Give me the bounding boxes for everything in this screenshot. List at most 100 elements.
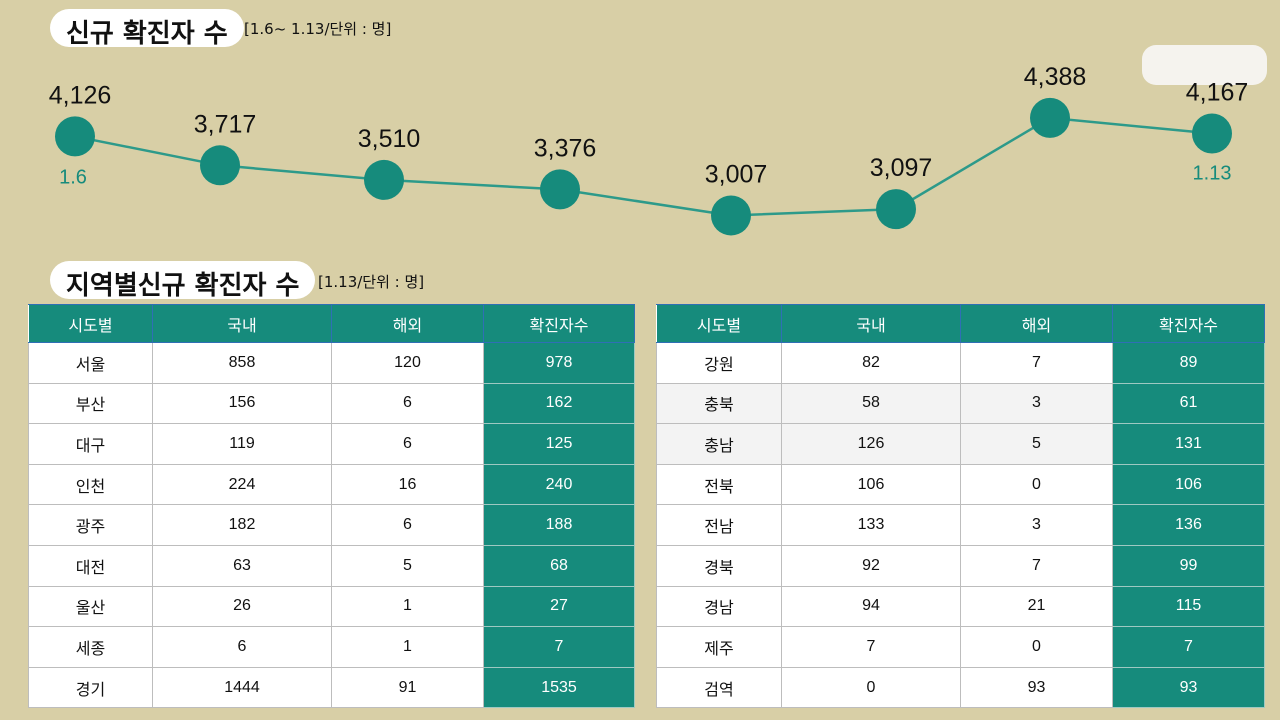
x-tick-label-last: 1.13 bbox=[1193, 163, 1232, 185]
value-cell: 1 bbox=[331, 585, 484, 628]
data-label: 4,167 bbox=[1186, 79, 1249, 107]
value-cell: 858 bbox=[152, 342, 332, 384]
value-cell: 3 bbox=[960, 504, 1113, 546]
total-cell: 1535 bbox=[483, 666, 635, 709]
region-cell: 서울 bbox=[28, 342, 153, 384]
value-cell: 1 bbox=[331, 626, 484, 668]
table-row: 서울 858 120 978 bbox=[28, 342, 635, 384]
value-cell: 6 bbox=[331, 423, 484, 465]
value-cell: 5 bbox=[331, 544, 484, 587]
region-cell: 경북 bbox=[656, 544, 782, 587]
total-cell: 61 bbox=[1112, 382, 1265, 425]
data-point bbox=[711, 195, 751, 236]
table-row: 경북 92 7 99 bbox=[656, 544, 1265, 587]
region-cell: 충북 bbox=[656, 382, 782, 425]
region-cell: 검역 bbox=[656, 666, 782, 709]
region-cell: 울산 bbox=[28, 585, 153, 628]
regional-table-left: 시도별 국내 해외 확진자수 서울 858 120 978 부산 156 6 162 대구 119 6 12… bbox=[28, 304, 635, 709]
table-row: 전남 133 3 136 bbox=[656, 504, 1265, 546]
daily-cases-title: 신규 확진자 수 bbox=[50, 9, 244, 49]
table-row: 울산 26 1 27 bbox=[28, 585, 635, 628]
value-cell: 92 bbox=[781, 544, 961, 587]
region-cell: 경남 bbox=[656, 585, 782, 628]
table-row: 세종 6 1 7 bbox=[28, 626, 635, 668]
daily-cases-line-chart: 4,126 3,717 3,510 3,376 3,007 3,097 4,388 4,167… bbox=[49, 63, 1249, 236]
value-cell: 119 bbox=[152, 423, 332, 465]
data-point bbox=[876, 189, 916, 230]
table-row: 대전 63 5 68 bbox=[28, 544, 635, 587]
table-header-row: 시도별 국내 해외 확진자수 bbox=[656, 304, 1265, 343]
table-row: 부산 156 6 162 bbox=[28, 382, 635, 425]
data-point bbox=[540, 169, 580, 210]
value-cell: 63 bbox=[152, 544, 332, 587]
region-cell: 대구 bbox=[28, 423, 153, 465]
data-label: 3,376 bbox=[534, 134, 597, 162]
data-label: 4,388 bbox=[1024, 63, 1087, 91]
region-cell: 충남 bbox=[656, 423, 782, 465]
region-cell: 전남 bbox=[656, 504, 782, 546]
value-cell: 26 bbox=[152, 585, 332, 628]
total-cell: 188 bbox=[483, 504, 635, 546]
table-row: 충남 126 5 131 bbox=[656, 423, 1265, 465]
region-cell: 광주 bbox=[28, 504, 153, 546]
data-label: 3,007 bbox=[705, 160, 768, 188]
table-row: 전북 106 0 106 bbox=[656, 463, 1265, 506]
total-cell: 7 bbox=[1112, 626, 1265, 668]
value-cell: 91 bbox=[331, 666, 484, 709]
total-cell: 115 bbox=[1112, 585, 1265, 628]
total-cell: 240 bbox=[483, 463, 635, 506]
value-cell: 58 bbox=[781, 382, 961, 425]
value-cell: 94 bbox=[781, 585, 961, 628]
column-header: 해외 bbox=[331, 304, 484, 343]
series-line bbox=[74, 116, 1213, 217]
daily-cases-subtitle: [1.6~ 1.13/단위 : 명] bbox=[244, 20, 392, 38]
value-cell: 224 bbox=[152, 463, 332, 506]
total-cell: 131 bbox=[1112, 423, 1265, 465]
total-cell: 89 bbox=[1112, 342, 1265, 384]
column-header: 시도별 bbox=[28, 304, 153, 343]
total-cell: 136 bbox=[1112, 504, 1265, 546]
data-label: 3,097 bbox=[870, 154, 933, 182]
data-point bbox=[364, 159, 404, 200]
region-cell: 세종 bbox=[28, 626, 153, 668]
value-cell: 7 bbox=[960, 544, 1113, 587]
region-cell: 부산 bbox=[28, 382, 153, 425]
region-cell: 전북 bbox=[656, 463, 782, 506]
region-cell: 제주 bbox=[656, 626, 782, 668]
value-cell: 1444 bbox=[152, 666, 332, 709]
value-cell: 7 bbox=[960, 342, 1113, 384]
total-cell: 68 bbox=[483, 544, 635, 587]
total-cell: 978 bbox=[483, 342, 635, 384]
value-cell: 6 bbox=[331, 504, 484, 546]
table-header-row: 시도별 국내 해외 확진자수 bbox=[28, 304, 635, 343]
data-point bbox=[1192, 113, 1232, 154]
table-row: 광주 182 6 188 bbox=[28, 504, 635, 546]
region-cell: 인천 bbox=[28, 463, 153, 506]
total-cell: 125 bbox=[483, 423, 635, 465]
column-header: 해외 bbox=[960, 304, 1113, 343]
region-cell: 대전 bbox=[28, 544, 153, 587]
total-cell: 93 bbox=[1112, 666, 1265, 709]
region-cell: 경기 bbox=[28, 666, 153, 709]
latest-value-highlight bbox=[1142, 45, 1267, 85]
column-header: 확진자수 bbox=[1112, 304, 1265, 343]
data-label: 4,126 bbox=[49, 81, 112, 109]
value-cell: 7 bbox=[781, 626, 961, 668]
value-cell: 0 bbox=[960, 463, 1113, 506]
value-cell: 126 bbox=[781, 423, 961, 465]
total-cell: 106 bbox=[1112, 463, 1265, 506]
value-cell: 6 bbox=[331, 382, 484, 425]
table-row: 경기 1444 91 1535 bbox=[28, 666, 635, 709]
value-cell: 16 bbox=[331, 463, 484, 506]
x-tick-label-first: 1.6 bbox=[59, 166, 87, 188]
value-cell: 156 bbox=[152, 382, 332, 425]
table-row: 인천 224 16 240 bbox=[28, 463, 635, 506]
data-point bbox=[55, 116, 95, 157]
column-header: 시도별 bbox=[656, 304, 782, 343]
value-cell: 182 bbox=[152, 504, 332, 546]
table-row: 경남 94 21 115 bbox=[656, 585, 1265, 628]
value-cell: 0 bbox=[960, 626, 1113, 668]
column-header: 국내 bbox=[152, 304, 332, 343]
total-cell: 27 bbox=[483, 585, 635, 628]
value-cell: 82 bbox=[781, 342, 961, 384]
